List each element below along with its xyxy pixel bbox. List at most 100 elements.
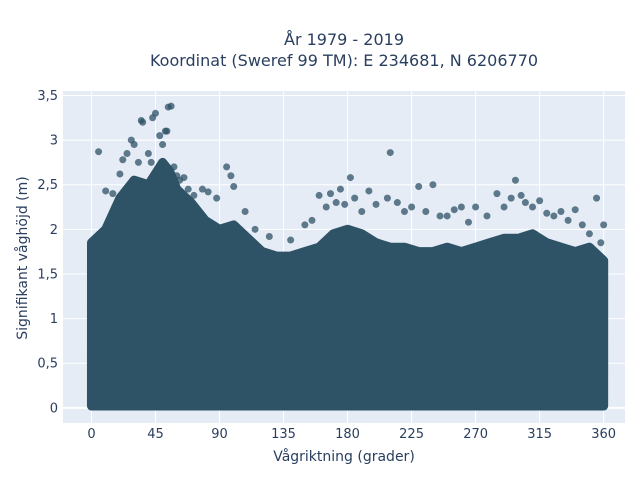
envelope-point (372, 239, 380, 247)
envelope-point (166, 167, 174, 175)
envelope-point (585, 243, 593, 251)
data-point (116, 170, 124, 178)
y-tick-label: 3,5 (37, 89, 58, 104)
x-tick-label: 270 (463, 427, 488, 442)
data-point (585, 230, 593, 238)
data-point (597, 239, 605, 247)
x-tick-label: 90 (211, 427, 228, 442)
data-point (365, 187, 373, 195)
envelope-point (486, 239, 494, 247)
envelope-point (344, 225, 352, 233)
data-point (521, 199, 529, 207)
scatter-points (87, 102, 608, 265)
data-point (130, 141, 138, 149)
y-tick-label: 3 (50, 134, 58, 149)
envelope-point (529, 230, 537, 238)
envelope-point (443, 243, 451, 251)
envelope-point (244, 234, 252, 242)
data-point (517, 191, 525, 199)
data-point (163, 127, 171, 135)
envelope-point (216, 225, 224, 233)
chart-title-line-2: Koordinat (Sweref 99 TM): E 234681, N 62… (150, 51, 538, 70)
x-tick-label: 0 (87, 427, 95, 442)
data-point (151, 109, 159, 117)
x-tick-label: 315 (527, 427, 552, 442)
envelope-point (457, 248, 465, 256)
x-tick-label: 225 (399, 427, 424, 442)
data-point (557, 207, 565, 215)
data-point (241, 207, 249, 215)
data-point (204, 188, 212, 196)
y-tick-label: 0 (50, 401, 58, 416)
envelope-point (358, 230, 366, 238)
chart-title-line-1: År 1979 - 2019 (284, 30, 404, 49)
y-tick-label: 2 (50, 223, 58, 238)
data-point (223, 163, 231, 171)
data-point (144, 149, 152, 157)
envelope-point (87, 239, 95, 247)
data-point (190, 191, 198, 199)
data-point (346, 174, 354, 182)
envelope-point (315, 243, 323, 251)
envelope-point (571, 248, 579, 256)
envelope-point (258, 248, 266, 256)
x-tick-label: 135 (271, 427, 296, 442)
data-point (372, 200, 380, 208)
data-point (251, 225, 259, 233)
data-point (436, 212, 444, 220)
envelope-point (187, 199, 195, 207)
envelope-point (600, 257, 608, 265)
data-point (457, 203, 465, 211)
data-point (393, 199, 401, 207)
data-point (536, 197, 544, 205)
data-point (230, 182, 238, 190)
data-point (493, 190, 501, 198)
data-point (159, 141, 167, 149)
data-point (571, 206, 579, 214)
data-point (386, 149, 394, 157)
envelope-point (329, 230, 337, 238)
data-point (450, 206, 458, 214)
data-point (351, 194, 359, 202)
data-point (308, 216, 316, 224)
data-point (227, 172, 235, 180)
data-point (198, 185, 206, 193)
x-tick-label: 180 (335, 427, 360, 442)
envelope-point (130, 176, 138, 184)
data-point (139, 118, 147, 126)
data-point (383, 194, 391, 202)
data-point (443, 212, 451, 220)
envelope-point (301, 248, 309, 256)
x-tick-label: 360 (591, 427, 616, 442)
y-tick-label: 1 (50, 312, 58, 327)
data-point (543, 209, 551, 217)
data-point (147, 158, 155, 166)
envelope-point (159, 158, 167, 166)
data-point (500, 203, 508, 211)
envelope-point (201, 216, 209, 224)
envelope-point (173, 185, 181, 193)
envelope-point (287, 252, 295, 260)
x-tick-label: 45 (147, 427, 164, 442)
data-point (326, 190, 334, 198)
data-point (322, 203, 330, 211)
data-point (341, 200, 349, 208)
data-point (95, 148, 103, 156)
data-point (336, 185, 344, 193)
data-point (422, 207, 430, 215)
data-point (464, 218, 472, 226)
data-point (550, 212, 558, 220)
data-point (123, 149, 131, 157)
envelope-point (230, 221, 238, 229)
data-point (400, 207, 408, 215)
y-tick-label: 2,5 (37, 178, 58, 193)
data-point (483, 212, 491, 220)
y-axis-label: Signifikant våghöjd (m) (14, 176, 31, 339)
envelope-point (500, 234, 508, 242)
data-point (134, 158, 142, 166)
data-point (472, 203, 480, 211)
data-point (358, 207, 366, 215)
data-point (315, 191, 323, 199)
envelope-point (102, 225, 110, 233)
data-point (529, 203, 537, 211)
